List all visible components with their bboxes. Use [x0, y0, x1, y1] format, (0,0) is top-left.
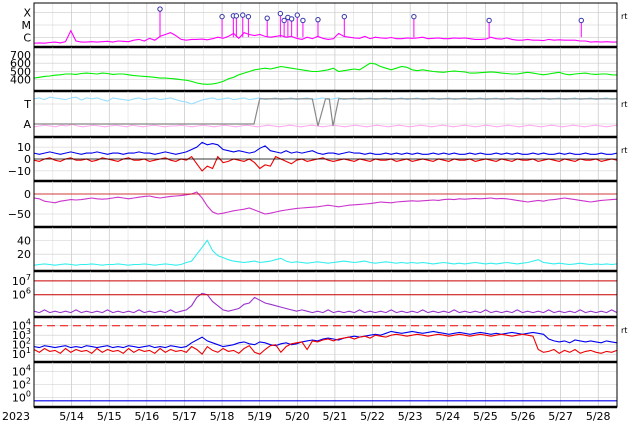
flare-marker: [240, 12, 246, 18]
y-tick-label: −50: [8, 208, 31, 221]
x-tick-label: 5/20: [285, 410, 310, 423]
year-label: 2023: [2, 410, 30, 423]
y-tick-exponent: 2: [26, 377, 31, 386]
series-line: [33, 29, 617, 44]
flare-marker: [294, 12, 300, 18]
panel-frame: [33, 270, 618, 318]
flare-marker: [486, 17, 492, 24]
flare-marker: [341, 13, 348, 20]
y-tick-label: 0: [24, 153, 31, 166]
y-tick-label: 20: [17, 248, 31, 261]
flare-marker: [578, 17, 584, 24]
flare-marker: [277, 10, 284, 17]
y-tick-label: 10: [17, 141, 31, 154]
y-tick-label: 101: [12, 346, 31, 361]
x-tick-label: 5/23: [398, 410, 423, 423]
y-tick-label: 107: [12, 273, 31, 288]
series-line: [33, 191, 618, 215]
x-tick-label: 5/21: [323, 410, 348, 423]
panel-frame: [33, 90, 618, 138]
flare-marker: [233, 13, 240, 19]
y-tick-label: M: [22, 19, 32, 32]
y-tick-exponent: 6: [26, 287, 31, 296]
series-line: [33, 333, 618, 356]
y-tick-exponent: 3: [26, 327, 31, 336]
x-tick-label: 5/18: [210, 410, 235, 423]
x-tick-label: 5/17: [172, 410, 197, 423]
x-tick-label: 5/26: [511, 410, 536, 423]
y-tick-label: −10: [8, 165, 31, 178]
y-tick-exponent: 7: [26, 273, 31, 282]
panel-frame: [33, 180, 618, 228]
x-tick-label: 5/16: [134, 410, 159, 423]
series-line: [33, 292, 618, 314]
series-line: [33, 330, 618, 349]
y-tick-label: 500: [10, 65, 31, 78]
flare-marker: [157, 6, 163, 12]
flare-marker: [288, 16, 295, 22]
series-line: [33, 62, 618, 85]
flare-marker: [315, 16, 321, 23]
right-label: rt: [621, 100, 627, 109]
right-label: rt: [621, 326, 627, 335]
panel-frame: [33, 46, 618, 92]
x-tick-label: 5/22: [360, 410, 385, 423]
series-line: [33, 123, 618, 128]
y-tick-exponent: 2: [26, 337, 31, 346]
flare-marker: [281, 17, 287, 24]
series-line: [33, 239, 618, 266]
y-tick-exponent: 0: [26, 390, 31, 399]
flare-marker: [245, 13, 252, 20]
y-tick-label: X: [23, 6, 31, 19]
x-tick-label: 5/19: [247, 410, 272, 423]
y-tick-label: 40: [17, 234, 31, 247]
y-tick-label: 100: [12, 390, 31, 405]
y-tick-exponent: 1: [26, 346, 31, 355]
panel-imf-components: 100−10 rt: [8, 136, 627, 183]
x-tick-label: 5/27: [548, 410, 573, 423]
y-tick-exponent: 4: [26, 364, 31, 373]
flare-marker: [264, 15, 270, 21]
x-tick-label: 5/25: [473, 410, 498, 423]
y-tick-label: 0: [24, 188, 31, 201]
x-tick-label: 5/14: [59, 410, 84, 423]
y-tick-label: 700: [10, 49, 31, 62]
flare-marker: [300, 17, 306, 24]
panel-dst-index: 0 −50: [8, 180, 618, 229]
y-tick-label: C: [23, 32, 31, 45]
x-tick-label: 5/15: [97, 410, 122, 423]
flare-marker: [219, 13, 225, 20]
y-tick-label: 600: [10, 57, 31, 70]
x-tick-label: 5/28: [586, 410, 611, 423]
y-tick-label: A: [23, 118, 31, 131]
right-label: rt: [621, 146, 627, 155]
y-tick-label: T: [23, 98, 31, 111]
x-tick-label: 5/24: [435, 410, 460, 423]
y-tick-exponent: 4: [26, 318, 31, 327]
y-tick-label: 400: [10, 74, 31, 87]
series-line: [33, 141, 618, 155]
series-line: [34, 98, 617, 127]
y-tick-label: 106: [12, 287, 31, 302]
flare-marker: [411, 13, 417, 20]
right-label: rt: [621, 12, 627, 21]
